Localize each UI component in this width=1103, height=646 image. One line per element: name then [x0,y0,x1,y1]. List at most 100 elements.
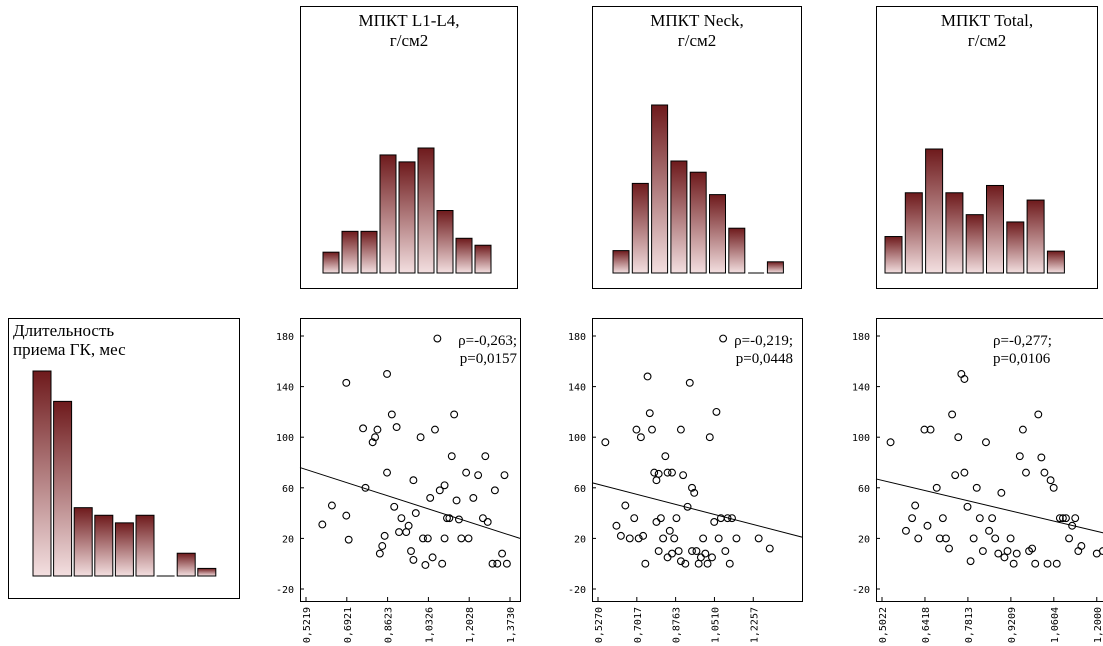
scatter-rho-neck: ρ=-0,219; [734,332,793,350]
hist-bar [767,262,783,273]
scatter-point [319,521,326,528]
scatter-point [376,550,383,557]
scatter-point [915,535,922,542]
scatter-point [961,469,968,476]
y-tick-label: -20 [852,585,870,596]
scatter-point [983,439,990,446]
hist-panel-l1l4: МПКТ L1-L4, г/см2 [300,6,518,289]
scatter-point [662,453,669,460]
scatter-point [995,550,1002,557]
scatter-point [1001,554,1008,561]
x-tick-label: 1,2257 [749,607,760,643]
scatter-point [345,536,352,543]
scatter-point [360,425,367,432]
scatter-point [700,535,707,542]
hist-bar [613,251,629,273]
scatter-point [642,560,649,567]
scatter-point [379,543,386,550]
scatter-point [1020,426,1027,433]
scatter-point [986,527,993,534]
scatter-point [343,379,350,386]
plot-frame [877,319,1103,602]
scatter-point [909,515,916,522]
hist-bar [885,237,902,273]
scatter-point [417,434,424,441]
scatter-point [412,510,419,517]
x-tick-label: 0,9209 [1007,607,1018,643]
scatter-panel-neck: 180 140 100 60 20 -20 0,5270 0,7017 0,8763 1,0510… [540,318,805,646]
x-tick-label: 0,7017 [633,607,644,643]
scatter-point [655,548,662,555]
scatter-point [384,469,391,476]
scatter-point [1038,454,1045,461]
scatter-point [494,560,501,567]
scatter-plot-total: 1801401006020-200,5022 0,6418 0,7813 0,9209… [830,318,1103,646]
scatter-point [398,515,405,522]
scatter-point [715,535,722,542]
scatter-point [675,548,682,555]
scatter-point [669,550,676,557]
hist-panel-total: МПКТ Total, г/см2 [876,6,1098,289]
hist-bar [1047,251,1064,273]
scatter-point [439,560,446,567]
hist-bar [671,161,687,273]
scatter-point [388,411,395,418]
scatter-p-total: p=0,0106 [993,350,1052,368]
scatter-point [343,512,350,519]
scatter-point [458,535,465,542]
x-tick-label: 0,8763 [672,607,683,643]
y-tick-label: 60 [282,484,294,495]
scatter-point [711,519,718,526]
y-tick-label: 20 [574,534,586,545]
scatter-point [973,484,980,491]
scatter-point [1035,411,1042,418]
y-tick-label: 20 [282,534,294,545]
scatter-point [1016,453,1023,460]
scatter-point [374,426,381,433]
y-tick-label: 140 [568,383,586,394]
scatter-point [680,472,687,479]
scatter-point [939,515,946,522]
scatter-point [1032,560,1039,567]
hist-bar [95,515,113,576]
y-tick-label: 180 [852,332,870,343]
scatter-point [503,560,510,567]
scatter-point [704,560,711,567]
scatter-point [501,472,508,479]
scatter-point [998,489,1005,496]
regression-line [300,468,520,539]
scatter-point [384,371,391,378]
scatter-point [1044,560,1051,567]
hist-bar [690,172,706,273]
scatter-point [602,439,609,446]
x-tick-label: 1,3730 [506,607,517,643]
hist-bar [652,105,668,273]
scatter-point [958,371,965,378]
scatter-point [677,426,684,433]
scatter-point [451,411,458,418]
scatter-point [903,527,910,534]
scatter-point [329,502,336,509]
scatter-point [393,424,400,431]
x-tick-label: 1,0604 [1050,607,1061,643]
hist-bar [1007,222,1024,273]
scatter-point [976,515,983,522]
hist-bars-total [877,7,1099,290]
scatter-point [631,515,638,522]
scatter-point [726,560,733,567]
y-tick-label: 180 [568,332,586,343]
scatter-point [720,335,727,342]
scatter-annotation-l1l4: ρ=-0,263; p=0,0157 [458,332,517,368]
scatter-point [970,535,977,542]
hist-bar [632,183,648,273]
scatter-point [441,482,448,489]
scatter-rho-total: ρ=-0,277; [993,332,1052,350]
scatter-point [441,535,448,542]
scatter-point [453,497,460,504]
y-tick-label: 140 [852,383,870,394]
hist-bar [729,228,745,273]
hist-bar [399,162,415,273]
scatter-point [410,557,417,564]
scatter-point [1010,560,1017,567]
hist-panel-neck: МПКТ Neck, г/см2 [592,6,802,289]
